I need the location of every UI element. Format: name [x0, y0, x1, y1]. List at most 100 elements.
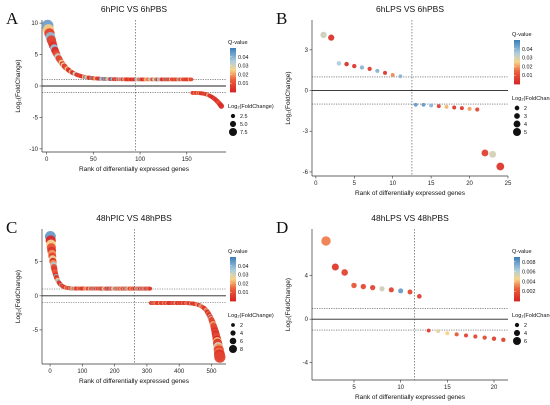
colorbar-segment: [230, 78, 236, 80]
colorbar-segment: [514, 63, 520, 65]
colorbar-segment: [514, 60, 520, 62]
colorbar-segment: [514, 82, 520, 84]
colorbar-segment: [514, 300, 520, 302]
colorbar-segment: [230, 284, 236, 286]
colorbar-segment: [230, 88, 236, 90]
data-point: [359, 65, 365, 70]
data-point: [481, 149, 489, 157]
colorbar-segment: [230, 76, 236, 78]
legend: Q-value 0.01 0.02 0.03 0.04 Log₂(FoldChange) 2…: [228, 249, 274, 353]
colorbar-segment: [230, 297, 236, 299]
colorbar-segment: [230, 263, 236, 265]
colorbar-segment: [514, 299, 520, 301]
y-tick-label: 0: [305, 317, 309, 323]
colorbar-segment: [230, 286, 236, 288]
colorbar-segment: [230, 259, 236, 261]
legend-size-label: 2.5: [240, 114, 248, 120]
colorbar-segment: [230, 80, 236, 82]
colorbar-segment: [514, 48, 520, 50]
y-tick-label: -3: [303, 129, 309, 135]
data-point: [352, 63, 357, 69]
panel-c: C 48hPIC VS 48hPBS 0 100 200 300 400 500 -5 0 5 Ran…: [6, 213, 274, 385]
colorbar-segment: [230, 273, 236, 275]
chart-title: 48hPIC VS 48hPBS: [96, 213, 172, 223]
colorbar-segment: [230, 63, 236, 65]
colorbar-segment: [514, 292, 520, 294]
colorbar-segment: [514, 265, 520, 267]
legend-size-label: 7.5: [240, 130, 248, 136]
colorbar-segment: [230, 81, 236, 83]
x-tick-label: 300: [142, 369, 153, 375]
x-tick-label: 0: [314, 181, 318, 187]
colorbar-segment: [514, 288, 520, 290]
colorbar-segment: [230, 285, 236, 287]
legend-color-title: Q-value: [228, 249, 248, 255]
colorbar-tick-label: 0.002: [522, 289, 536, 295]
colorbar-tick-label: 0.02: [238, 281, 249, 287]
colorbar-segment: [230, 84, 236, 86]
legend: Q-value 0.002 0.004 0.006 0.008 Log₂(FoldChan…: [512, 249, 550, 345]
colorbar-segment: [514, 285, 520, 287]
colorbar-segment: [230, 276, 236, 278]
colorbar-tick-label: 0.04: [522, 47, 533, 53]
colorbar-segment: [514, 44, 520, 46]
colorbar-segment: [514, 258, 520, 260]
x-axis-label: Rank of differentially expressed genes: [79, 378, 190, 385]
colorbar-segment: [230, 86, 236, 88]
data-point: [426, 328, 431, 333]
colorbar-segment: [514, 278, 520, 280]
data-point: [336, 61, 342, 66]
panel-d: D 48hLPS VS 48hPBS 5 10 15 20 -4 0 4 Rank of diff…: [276, 213, 550, 401]
legend-size-label: 6: [524, 339, 527, 345]
colorbar-segment: [230, 90, 236, 92]
x-tick-label: 10: [397, 385, 404, 391]
legend-size-dot: [514, 322, 520, 328]
chart-title: 48hLPS VS 48hPBS: [371, 213, 449, 223]
colorbar-segment: [230, 287, 236, 289]
colorbar-segment: [514, 73, 520, 75]
y-tick-label: 4: [305, 274, 309, 280]
colorbar-segment: [230, 282, 236, 284]
colorbar-segment: [514, 284, 520, 286]
colorbar-tick-label: 0.01: [522, 73, 533, 79]
colorbar-segment: [514, 52, 520, 54]
data-point: [489, 150, 497, 158]
y-axis-label: Log₂(FoldChange): [285, 71, 292, 124]
x-tick-label: 10: [389, 181, 396, 187]
colorbar-segment: [230, 281, 236, 283]
colorbar-segment: [514, 260, 520, 262]
colorbar-segment: [230, 50, 236, 52]
colorbar-segment: [514, 262, 520, 264]
x-tick-label: 200: [110, 369, 121, 375]
colorbar-segment: [230, 269, 236, 271]
colorbar-tick-label: 0.03: [238, 64, 249, 70]
colorbar-segment: [230, 274, 236, 276]
legend-size-label: 3: [524, 114, 527, 120]
data-point: [444, 104, 449, 109]
x-axis-label: Rank of differentially expressed genes: [355, 190, 466, 197]
x-tick-label: 20: [491, 385, 498, 391]
y-axis-label: Log₂(FoldChange): [285, 278, 292, 331]
colorbar-segment: [514, 43, 520, 45]
data-point: [189, 77, 194, 82]
legend-color-title: Q-value: [228, 40, 248, 46]
x-tick-label: 500: [206, 369, 217, 375]
y-tick-label: 3: [305, 48, 309, 54]
legend-size-label: 4: [240, 331, 243, 337]
colorbar-segment: [514, 75, 520, 77]
colorbar-segment: [230, 68, 236, 70]
colorbar-segment: [230, 53, 236, 55]
colorbar-segment: [514, 69, 520, 71]
data-point: [379, 286, 385, 292]
colorbar-segment: [514, 283, 520, 285]
x-axis-label: Rank of differentially expressed genes: [355, 394, 466, 401]
legend-size-dot: [230, 113, 236, 119]
colorbar-segment: [514, 287, 520, 289]
y-tick-label: 0: [305, 89, 309, 95]
colorbar-segment: [514, 58, 520, 60]
colorbar-segment: [514, 294, 520, 296]
legend-size-dot: [229, 345, 237, 353]
colorbar-segment: [514, 62, 520, 64]
colorbar-segment: [514, 78, 520, 80]
legend-size-dot: [229, 128, 237, 136]
